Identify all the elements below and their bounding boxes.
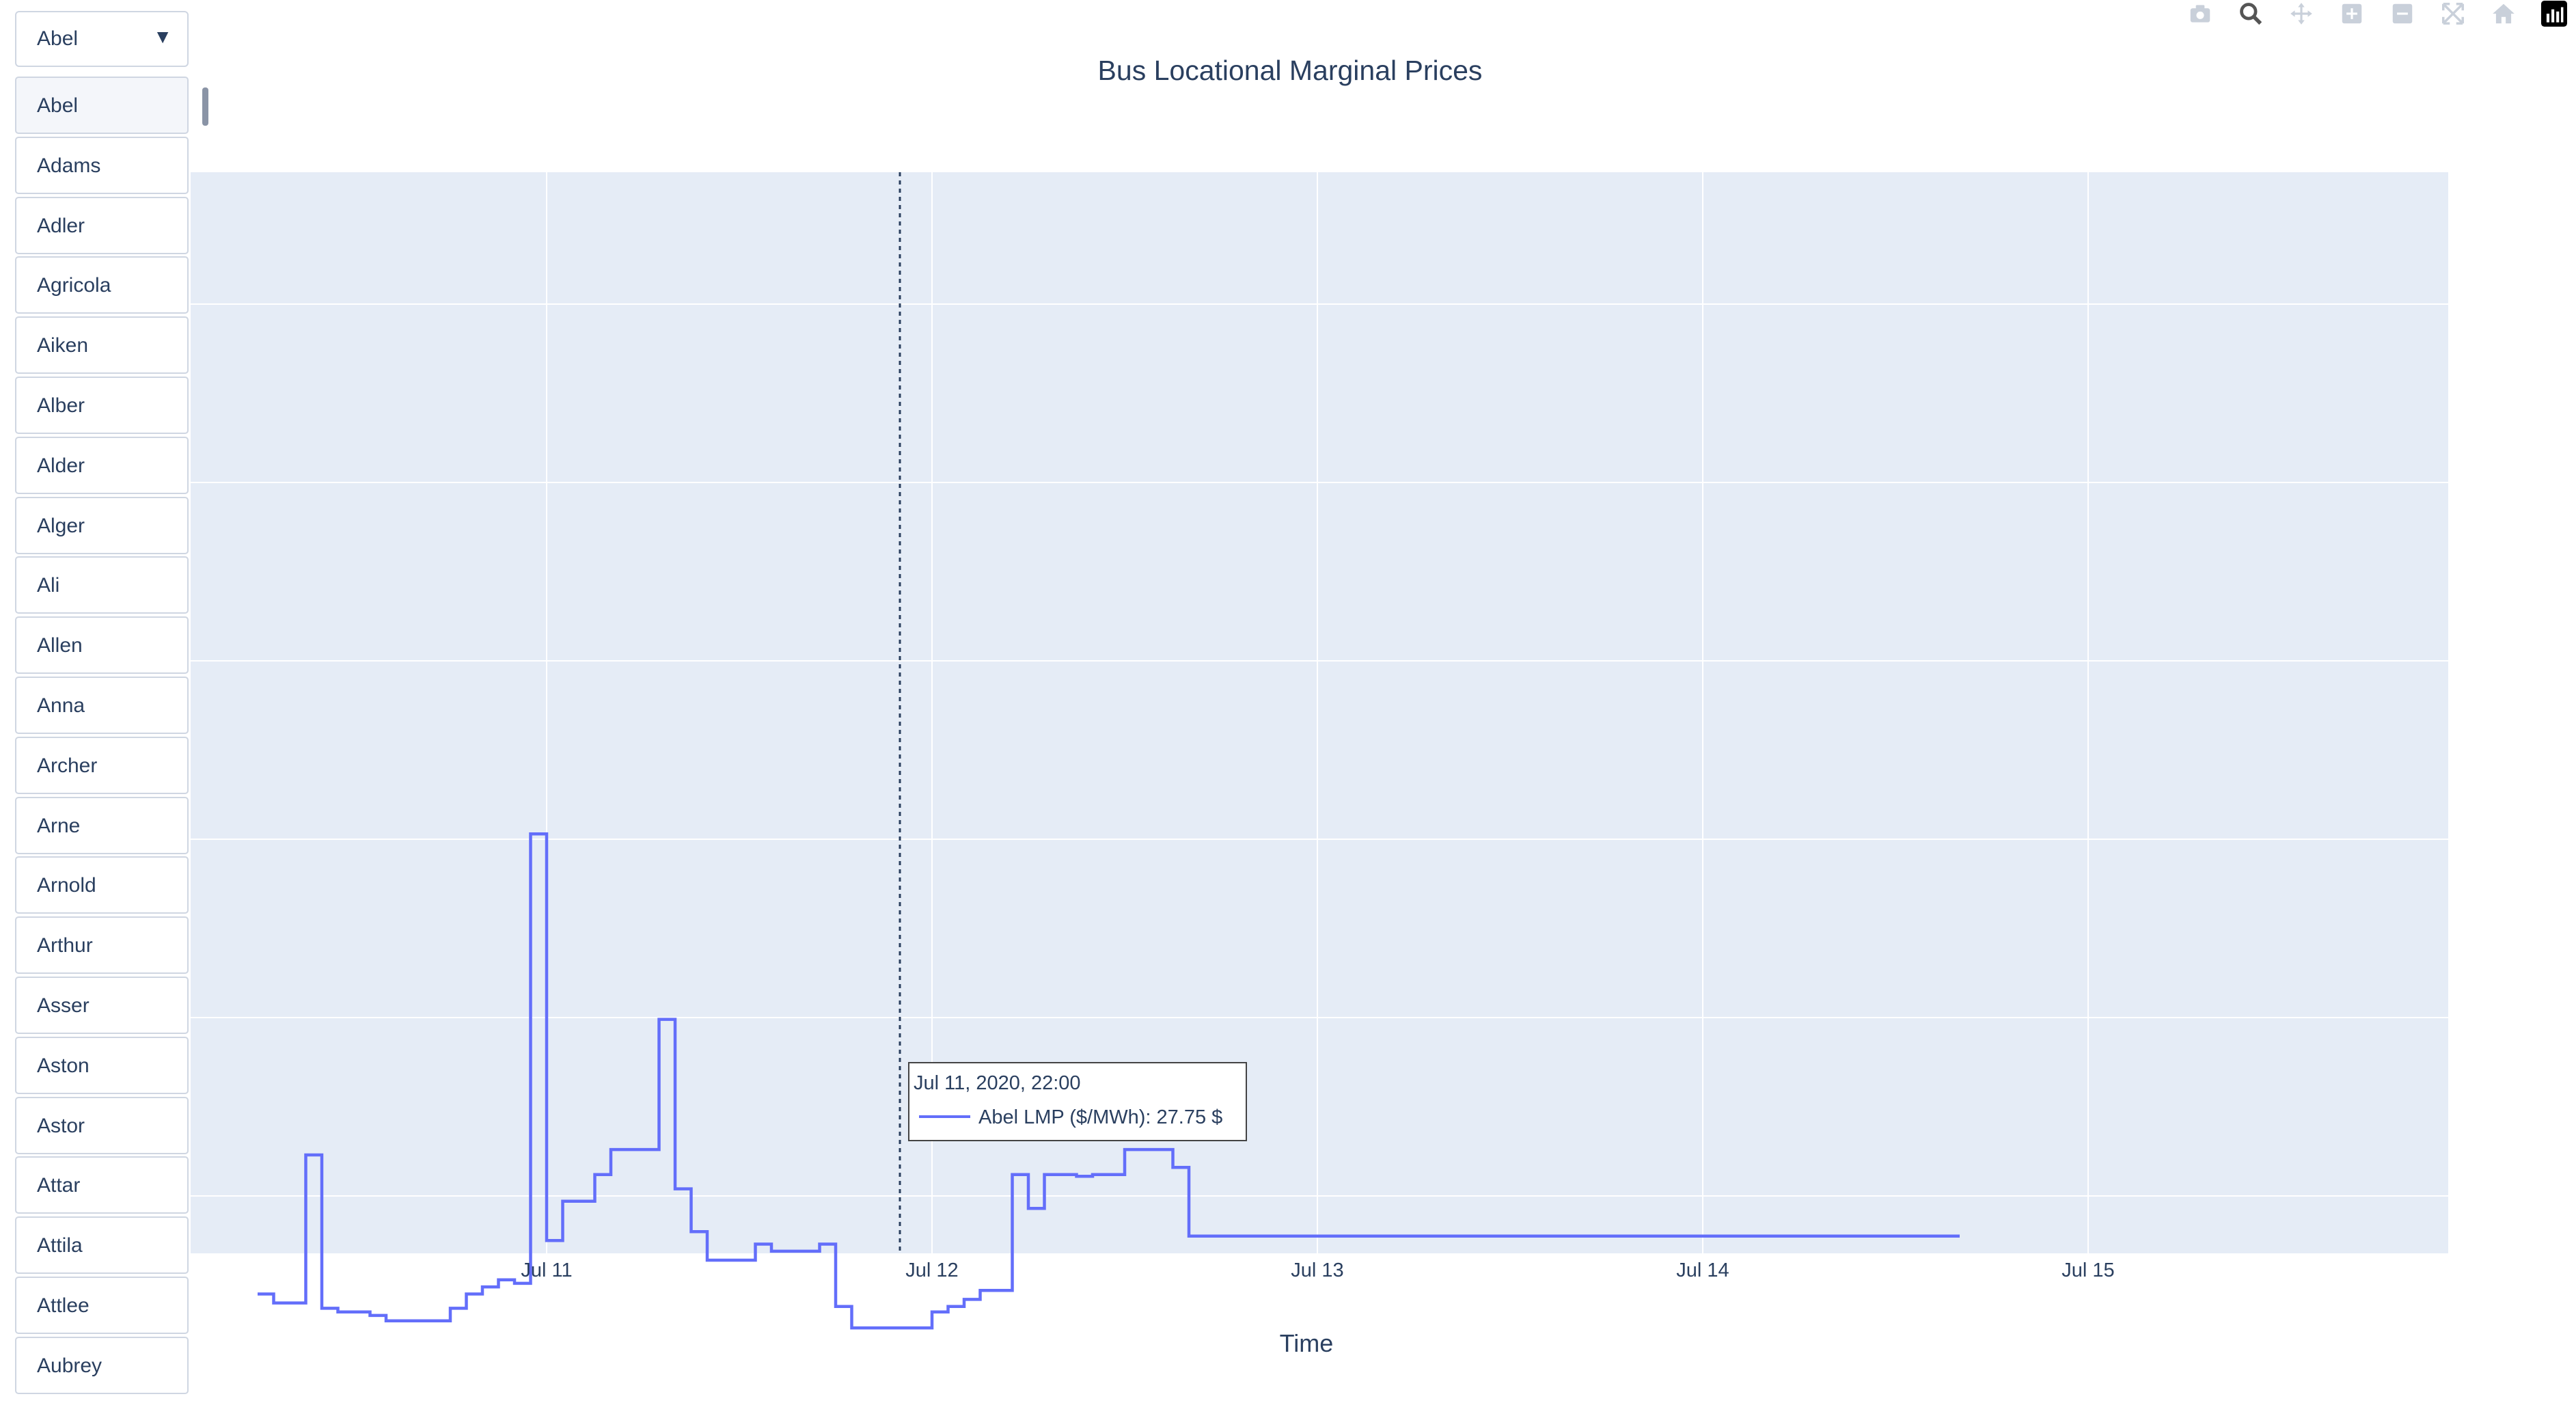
dropdown-option[interactable]: Aubrey [15,1336,189,1394]
dropdown-option[interactable]: Attila [15,1216,189,1275]
dropdown-option[interactable]: Attar [15,1156,189,1214]
dropdown-option[interactable]: Asser [15,976,189,1034]
x-tick-label: Jul 14 [1676,1259,1729,1281]
dropdown-option[interactable]: Adler [15,196,189,254]
dropdown-option[interactable]: Allen [15,616,189,675]
dropdown-option[interactable]: Alger [15,496,189,554]
x-axis-title: Time [1280,1329,1334,1357]
bus-selector-dropdown[interactable]: Abel ▼ Abel Adams Adler Agricola Aiken Alber A… [15,11,208,1394]
dropdown-option-label: Aston [37,1054,90,1077]
dropdown-option-label: Adams [37,154,101,177]
camera-icon[interactable] [2185,0,2215,27]
dropdown-option[interactable]: Adams [15,136,189,194]
series-line-abel-lmp[interactable] [258,832,1960,1330]
dropdown-option-label: Archer [37,754,98,777]
dropdown-option-label: Asser [37,994,90,1017]
dropdown-options-list[interactable]: Abel Adams Adler Agricola Aiken Alber Alder Alg… [15,77,189,1403]
dropdown-option[interactable]: Arne [15,796,189,854]
chart-title: Bus Locational Marginal Prices [1098,55,1483,86]
x-tick-label: Jul 12 [905,1259,958,1281]
x-tick-label: Jul 15 [2061,1259,2114,1281]
dropdown-option-label: Adler [37,214,85,237]
dropdown-option[interactable]: Ali [15,556,189,614]
dropdown-option[interactable]: Attlee [15,1276,189,1334]
dropdown-option-label: Astor [37,1114,85,1137]
y-gridlines [191,125,2448,1197]
zoom-icon[interactable] [2236,0,2266,27]
x-tick-label: Jul 13 [1291,1259,1343,1281]
dropdown-option[interactable]: Aiken [15,316,189,374]
dropdown-option-label: Anna [37,694,85,717]
modebar [2185,0,2569,27]
dropdown-option-label: Aiken [37,334,89,357]
dropdown-option[interactable]: Aston [15,1036,189,1094]
dropdown-option[interactable]: Anna [15,676,189,734]
dropdown-option-label: Alger [37,514,85,537]
dropdown-option-label: Attila [37,1234,83,1257]
dropdown-option-label: Abel [37,94,79,117]
x-axis-tick-labels: Jul 11 Jul 12 Jul 13 Jul 14 Jul 15 [521,1259,2114,1281]
plotly-logo-icon[interactable] [2539,0,2569,27]
dropdown-option[interactable]: Alber [15,376,189,434]
x-tick-label: Jul 11 [521,1259,572,1281]
dropdown-option[interactable]: Agricola [15,256,189,314]
dropdown-option-label: Agricola [37,274,111,297]
hover-tooltip: Jul 11, 2020, 22:00 Abel LMP ($/MWh): 27… [908,1062,1247,1141]
dropdown-option[interactable]: Alder [15,436,189,494]
autoscale-icon[interactable] [2438,0,2468,27]
zoom-in-icon[interactable] [2337,0,2367,27]
dropdown-option-label: Alber [37,394,85,417]
tooltip-header: Jul 11, 2020, 22:00 [914,1072,1081,1094]
dropdown-option[interactable]: Abel [15,77,189,134]
dropdown-scrollbar[interactable] [202,87,208,126]
dropdown-option[interactable]: Archer [15,736,189,794]
dropdown-selected-label: Abel [37,27,79,50]
dropdown-option-label: Allen [37,634,83,657]
dropdown-option-label: Alder [37,454,85,477]
reset-axes-icon[interactable] [2489,0,2519,27]
plot-area[interactable] [191,172,2448,1253]
tooltip-label: Abel LMP ($/MWh): 27.75 $ [978,1106,1222,1128]
pan-icon[interactable] [2286,0,2316,27]
dropdown-option-label: Attar [37,1174,81,1197]
dropdown-selected[interactable]: Abel ▼ [15,11,189,67]
zoom-out-icon[interactable] [2387,0,2417,27]
dropdown-option[interactable]: Arthur [15,916,189,975]
dropdown-option-label: Aubrey [37,1354,102,1377]
dropdown-option-label: Arnold [37,874,96,897]
dropdown-option[interactable]: Arnold [15,856,189,914]
dropdown-option-label: Attlee [37,1294,90,1317]
dropdown-option[interactable]: Astor [15,1096,189,1154]
dropdown-option-label: Arne [37,814,81,837]
chevron-down-icon: ▼ [153,26,172,47]
dropdown-option-label: Arthur [37,934,93,957]
dropdown-option-label: Ali [37,574,60,597]
